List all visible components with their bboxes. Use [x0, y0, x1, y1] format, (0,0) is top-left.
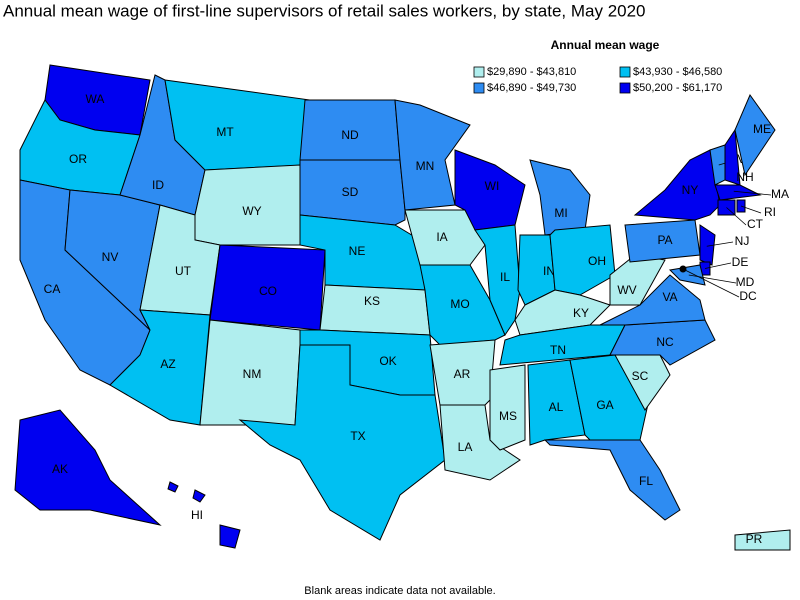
state-shape: [668, 264, 706, 286]
state-shape: [734, 529, 791, 551]
state-label: NV: [102, 250, 119, 264]
legend-label: $46,890 - $49,730: [487, 82, 576, 94]
state-shape: [699, 224, 716, 266]
state-label: IA: [436, 230, 447, 244]
legend-label: $29,890 - $43,810: [487, 66, 576, 78]
state-label: AK: [52, 462, 68, 476]
state-label: HI: [191, 508, 203, 522]
state-label: UT: [175, 264, 192, 278]
state-label: TX: [350, 429, 365, 443]
state-label: AR: [454, 367, 471, 381]
leader-line: [704, 262, 732, 269]
state-shape: [527, 359, 586, 446]
state-label: IL: [500, 270, 510, 284]
state-shape: [633, 149, 721, 221]
state-label: IN: [543, 264, 555, 278]
state-label: NE: [349, 244, 366, 258]
legend-swatch: [473, 82, 485, 94]
leader-line: [688, 274, 737, 284]
leader-line: [682, 268, 740, 298]
state-shape: [238, 344, 446, 541]
state-label: ME: [753, 122, 771, 136]
state-label: RI: [764, 205, 776, 219]
legend-title: Annual mean wage: [551, 38, 660, 52]
state-label: OH: [588, 254, 606, 268]
state-shape: [474, 224, 521, 337]
state-label: ID: [152, 178, 164, 192]
state-label: WV: [617, 283, 636, 297]
footnote: Blank areas indicate data not available.: [304, 585, 495, 597]
state-label: MD: [736, 275, 755, 289]
state-shape: [404, 209, 486, 266]
legend: $29,890 - $43,810 $43,930 - $46,580 $46,89…: [473, 66, 722, 94]
state-shape: [439, 404, 521, 481]
state-label: CA: [44, 282, 61, 296]
title: Annual mean wage of first-line superviso…: [3, 1, 646, 20]
state-label: AZ: [160, 357, 175, 371]
state-label: NY: [682, 183, 699, 197]
state-label: NJ: [735, 234, 750, 248]
state-label: DE: [732, 255, 749, 269]
state-label: NH: [736, 170, 753, 184]
state-label: PA: [657, 233, 672, 247]
state-shape: [319, 284, 431, 336]
leader-line: [706, 241, 734, 247]
leader-line: [726, 207, 747, 226]
state-label: FL: [639, 474, 653, 488]
state-label: OK: [379, 354, 396, 368]
state-label: MS: [499, 409, 517, 423]
state-label: CT: [747, 217, 764, 231]
state-label: GA: [596, 398, 613, 412]
state-label: KS: [364, 294, 380, 308]
state-label: MN: [416, 159, 435, 173]
state-label: VA: [662, 290, 677, 304]
state-label: NM: [243, 367, 262, 381]
legend-swatch: [473, 66, 485, 78]
leader-line: [740, 205, 762, 214]
state-label: MO: [450, 297, 469, 311]
state-label: OR: [69, 152, 87, 166]
state-shape: [734, 93, 776, 177]
state-label: LA: [458, 440, 473, 454]
state-label: MT: [216, 125, 234, 139]
state-label: SC: [632, 369, 649, 383]
state-label: KY: [573, 306, 589, 320]
state-shape: [529, 159, 591, 236]
state-label: SD: [342, 185, 359, 199]
state-label: WY: [242, 204, 261, 218]
state-shape: [14, 409, 162, 526]
legend-label: $50,200 - $61,170: [633, 82, 722, 94]
legend-swatch: [619, 66, 631, 78]
legend-swatch: [619, 82, 631, 94]
state-label: NC: [656, 335, 674, 349]
state-shape: [394, 99, 471, 211]
state-label: AL: [549, 400, 564, 414]
state-label: WI: [485, 179, 500, 193]
leader-line: [733, 190, 772, 196]
state-label: ND: [341, 128, 359, 142]
state-label: TN: [550, 343, 566, 357]
state-label: WA: [86, 92, 105, 106]
state-shape: [489, 364, 526, 451]
state-label: MI: [554, 206, 567, 220]
us-map: WA OR CA NV ID MT WY UT CO AZ NM ND SD NE KS OK TX MN IA MO…: [14, 64, 791, 551]
state-shape: [167, 481, 241, 549]
state-label: PR: [746, 532, 763, 546]
state-shape: [714, 184, 762, 201]
state-label: DC: [739, 289, 757, 303]
state-label: CO: [259, 284, 277, 298]
legend-label: $43,930 - $46,580: [633, 66, 722, 78]
state-shape: [429, 339, 496, 406]
state-label: MA: [771, 187, 789, 201]
state-shape: [543, 439, 681, 521]
